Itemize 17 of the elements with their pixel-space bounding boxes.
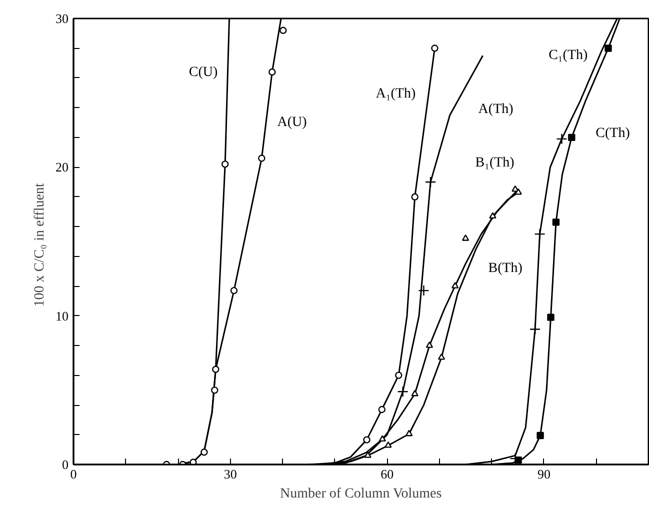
series-label: C(Th) [596, 126, 630, 141]
x-axis-title: Number of Column Volumes [280, 486, 442, 502]
x-tick-label: 30 [224, 466, 237, 482]
series-label: B₁(Th) [475, 155, 515, 170]
x-tick-label: 90 [537, 466, 550, 482]
x-tick-label: 60 [380, 466, 394, 482]
series-label: A₁(Th) [376, 86, 416, 102]
y-tick-label: 20 [56, 160, 68, 175]
y-tick-label: 30 [56, 11, 68, 26]
y-tick-label: 10 [56, 308, 68, 324]
series-label: C(U) [188, 65, 218, 80]
y-axis-title: 100 x C/C₀ in effluent [32, 183, 48, 307]
series-label: C₁(Th) [548, 48, 588, 63]
series-label: A(U) [277, 115, 308, 130]
series-label: A(Th) [478, 102, 514, 118]
series-label: B(Th) [488, 260, 523, 276]
y-tick-label: 0 [62, 457, 68, 472]
